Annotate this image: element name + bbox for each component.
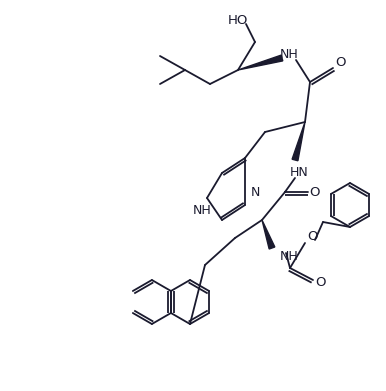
Text: O: O — [310, 185, 320, 199]
Text: O: O — [335, 57, 345, 70]
Text: N: N — [250, 187, 260, 199]
Text: NH: NH — [193, 203, 212, 217]
Polygon shape — [262, 220, 275, 249]
Text: O: O — [308, 231, 318, 244]
Polygon shape — [292, 122, 305, 161]
Text: O: O — [315, 276, 325, 289]
Text: HN: HN — [290, 165, 308, 179]
Text: NH: NH — [279, 47, 298, 61]
Text: HO: HO — [228, 14, 248, 27]
Polygon shape — [238, 55, 283, 70]
Text: NH: NH — [280, 249, 299, 262]
